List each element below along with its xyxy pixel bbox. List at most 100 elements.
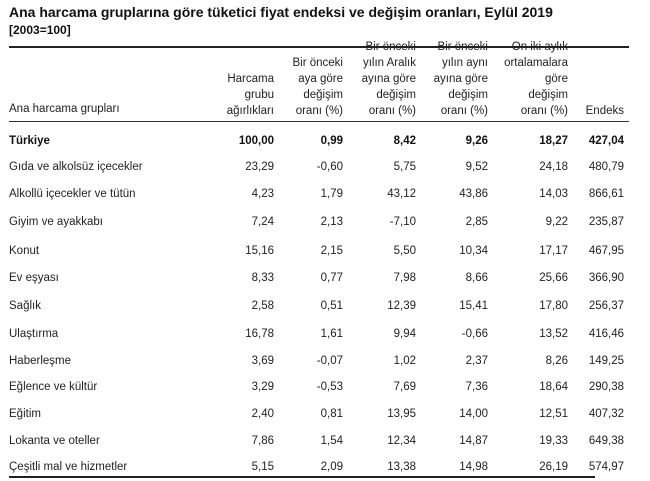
row-value: 2,85 [465, 216, 488, 228]
column-header-line: aya göre [298, 73, 343, 85]
row-value: 25,66 [539, 272, 568, 284]
row-value: 15,16 [245, 245, 274, 257]
column-header-line: Bir önceki [437, 41, 489, 53]
row-value: 0,99 [320, 135, 343, 147]
row-value: 24,18 [539, 161, 568, 173]
row-value: 8,42 [393, 135, 416, 147]
row-value: 17,80 [539, 300, 568, 312]
row-value: 12,51 [539, 408, 568, 420]
row-value: 9,52 [465, 161, 488, 173]
document-subtitle: [2003=100] [9, 23, 71, 37]
row-label: Konut [9, 245, 40, 257]
row-value: -0,07 [316, 355, 343, 367]
row-label: Gıda ve alkolsüz içecekler [9, 161, 143, 173]
row-value: -0,53 [316, 381, 343, 393]
row-value: 13,95 [387, 408, 416, 420]
column-header-line: değişim [528, 89, 568, 101]
row-value: 2,13 [320, 216, 343, 228]
row-value: 256,37 [588, 300, 624, 312]
row-value: 9,26 [465, 135, 488, 147]
row-value: 7,24 [251, 216, 274, 228]
row-value: 14,87 [459, 435, 488, 447]
row-value: 0,77 [320, 272, 343, 284]
row-value: 15,41 [459, 300, 488, 312]
header-rule [9, 121, 629, 122]
row-value: 43,86 [459, 188, 488, 200]
row-value: 416,46 [588, 328, 624, 340]
row-value: 467,95 [588, 245, 624, 257]
row-value: 7,36 [465, 381, 488, 393]
table-row: Haberleşme 3,69 -0,07 1,02 2,37 8,26 149,25 [0, 355, 650, 375]
row-label: Eğitim [9, 408, 41, 420]
column-header-3: Bir önceki yılın Aralık ayına göre değişim o… [362, 39, 416, 119]
table-row: Giyim ve ayakkabı 7,24 2,13 -7,10 2,85 9,22 23… [0, 216, 650, 236]
row-label: Alkollü içecekler ve tütün [9, 188, 136, 200]
row-value: 1,61 [320, 328, 343, 340]
column-header-line: göre [544, 73, 568, 85]
column-header-line: Harcama [227, 73, 274, 85]
column-header-line: oranı (%) [368, 105, 416, 117]
column-header-line: oranı (%) [440, 105, 488, 117]
row-value: 7,69 [393, 381, 416, 393]
table-row: Konut 15,16 2,15 5,50 10,34 17,17 467,95 [0, 245, 650, 265]
row-value: 3,29 [251, 381, 274, 393]
row-label: Lokanta ve oteller [9, 435, 100, 447]
document-title: Ana harcama gruplarına göre tüketici fiy… [9, 4, 553, 20]
row-value: 14,00 [459, 408, 488, 420]
row-value: 5,15 [251, 461, 274, 473]
row-value: 2,37 [465, 355, 488, 367]
row-value: 574,97 [588, 461, 624, 473]
row-value: 17,17 [539, 245, 568, 257]
column-header-line: yılın aynı [441, 57, 488, 69]
top-rule [9, 46, 629, 48]
row-value: 5,75 [393, 161, 416, 173]
row-value: -0,60 [316, 161, 343, 173]
row-label: Eğlence ve kültür [9, 381, 98, 393]
row-value: 3,69 [251, 355, 274, 367]
row-value: 407,32 [588, 408, 624, 420]
column-header-line: değişim [376, 89, 416, 101]
row-value: 2,40 [251, 408, 274, 420]
row-value: 1,02 [393, 355, 416, 367]
row-value: 10,34 [459, 245, 488, 257]
table-row: Sağlık 2,58 0,51 12,39 15,41 17,80 256,37 [0, 300, 650, 320]
column-header-1: Harcama grubu ağırlıkları [227, 71, 274, 119]
row-value: 866,61 [588, 188, 624, 200]
row-value: 427,04 [588, 135, 624, 147]
row-label: Haberleşme [9, 355, 71, 367]
row-value: 18,27 [539, 135, 568, 147]
row-value: 26,19 [539, 461, 568, 473]
row-value: 23,29 [245, 161, 274, 173]
row-value: 100,00 [238, 135, 274, 147]
row-value: 0,51 [320, 300, 343, 312]
row-value: 16,78 [245, 328, 274, 340]
column-header-line: Bir önceki [292, 57, 344, 69]
row-value: 1,54 [320, 435, 343, 447]
column-header-line: Bir önceki [365, 41, 417, 53]
row-value: 149,25 [588, 355, 624, 367]
column-header-line: ayına göre [361, 73, 416, 85]
row-value: 8,33 [251, 272, 274, 284]
row-value: -0,66 [461, 328, 488, 340]
row-value: 7,86 [251, 435, 274, 447]
row-value: 8,66 [465, 272, 488, 284]
table-row: Alkollü içecekler ve tütün 4,23 1,79 43,12 4… [0, 188, 650, 208]
row-label: Giyim ve ayakkabı [9, 216, 103, 228]
row-value: 19,33 [539, 435, 568, 447]
row-value: 290,38 [588, 381, 624, 393]
column-header-line: grubu [244, 89, 274, 101]
table-row: Çeşitli mal ve hizmetler 5,15 2,09 13,38 14,… [0, 461, 650, 481]
row-value: 9,22 [545, 216, 568, 228]
row-label: Sağlık [9, 300, 41, 312]
column-header-line: ortalamalara [504, 57, 568, 69]
row-label: Ulaştırma [9, 328, 59, 340]
column-header-line: Endeks [585, 105, 624, 117]
table-row: Ev eşyası 8,33 0,77 7,98 8,66 25,66 366,90 [0, 272, 650, 292]
column-header-line: oranı (%) [520, 105, 568, 117]
column-header-line: ayına göre [433, 73, 488, 85]
row-value: 43,12 [387, 188, 416, 200]
row-value: 366,90 [588, 272, 624, 284]
column-header-line: On iki aylık [511, 41, 568, 53]
column-header-line: yılın Aralık [362, 57, 416, 69]
row-value: 8,26 [545, 355, 568, 367]
